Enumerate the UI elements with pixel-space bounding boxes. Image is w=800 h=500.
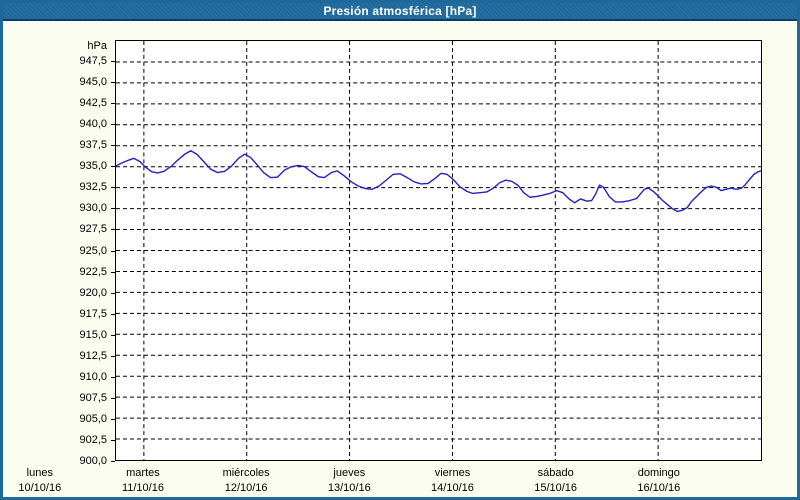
x-day-name: viernes (434, 467, 471, 479)
x-tick-label: miércoles 12/10/16 (198, 466, 294, 496)
y-tick-label: 940,0 (79, 118, 107, 131)
y-axis-tick (111, 461, 115, 462)
y-tick-label: 947,5 (79, 55, 107, 68)
y-axis-tick (111, 439, 115, 441)
x-day-date: 16/10/16 (637, 482, 681, 494)
y-axis-tick (111, 250, 115, 252)
y-tick-label: 922,5 (79, 265, 107, 278)
x-day-date: 12/10/16 (224, 482, 268, 494)
y-tick-label: 937,5 (79, 139, 107, 152)
pressure-line (116, 150, 761, 213)
x-day-name: domingo (637, 467, 680, 479)
x-tick-label: martes 11/10/16 (95, 466, 191, 496)
y-tick-label: 905,0 (79, 412, 107, 425)
x-day-name: martes (126, 467, 160, 479)
y-tick-label: 927,5 (79, 223, 107, 236)
y-tick-label: 942,5 (79, 97, 107, 110)
y-axis-tick (111, 103, 115, 105)
y-tick-label: 917,5 (79, 307, 107, 320)
x-day-date: 10/10/16 (18, 482, 62, 494)
y-axis-tick (111, 397, 115, 399)
y-tick-label: 930,0 (79, 202, 107, 215)
x-day-date: 15/10/16 (534, 482, 578, 494)
y-axis-tick (111, 334, 115, 336)
y-tick-label: 910,0 (79, 370, 107, 383)
y-axis-tick (111, 271, 115, 273)
y-axis-tick (111, 376, 115, 378)
y-axis-tick (111, 145, 115, 147)
y-axis-tick (111, 313, 115, 315)
x-tick-label: jueves 13/10/16 (301, 466, 397, 496)
y-tick-label: 907,5 (79, 391, 107, 404)
y-axis-tick (111, 82, 115, 84)
y-axis-tick (111, 292, 115, 294)
x-tick-label: sábado 15/10/16 (508, 466, 604, 496)
y-tick-label: 932,5 (79, 181, 107, 194)
x-day-date: 13/10/16 (327, 482, 371, 494)
y-axis-unit-label: hPa (87, 40, 107, 52)
y-axis-tick (111, 124, 115, 126)
y-tick-label: 900,0 (79, 455, 107, 467)
x-tick-label: viernes 14/10/16 (404, 466, 500, 496)
chart-canvas (116, 41, 761, 460)
y-axis-tick (111, 166, 115, 168)
x-day-name: lunes (26, 467, 53, 479)
y-tick-label: 902,5 (79, 433, 107, 446)
plot-area (115, 40, 762, 461)
y-axis-tick (111, 418, 115, 420)
x-day-name: jueves (333, 467, 366, 479)
y-axis-tick (111, 355, 115, 357)
x-tick-label: domingo 16/10/16 (611, 466, 707, 496)
y-tick-label: 920,0 (79, 286, 107, 299)
x-day-name: miércoles (222, 467, 270, 479)
x-day-date: 11/10/16 (121, 482, 164, 494)
y-axis-tick (111, 229, 115, 231)
y-tick-label: 912,5 (79, 349, 107, 362)
x-day-name: sábado (537, 467, 574, 479)
y-axis-tick (111, 208, 115, 210)
chart-title: Presión atmosférica [hPa] (323, 4, 477, 18)
y-tick-label: 915,0 (79, 328, 107, 341)
y-tick-label: 935,0 (79, 160, 107, 173)
y-tick-label: 945,0 (79, 76, 107, 89)
y-axis-tick (111, 187, 115, 189)
chart-title-bar: Presión atmosférica [hPa] (3, 3, 797, 21)
y-axis-tick (111, 61, 115, 63)
y-tick-label: 925,0 (79, 244, 107, 257)
x-day-date: 14/10/16 (431, 482, 474, 494)
x-tick-label: lunes 10/10/16 (3, 466, 88, 496)
